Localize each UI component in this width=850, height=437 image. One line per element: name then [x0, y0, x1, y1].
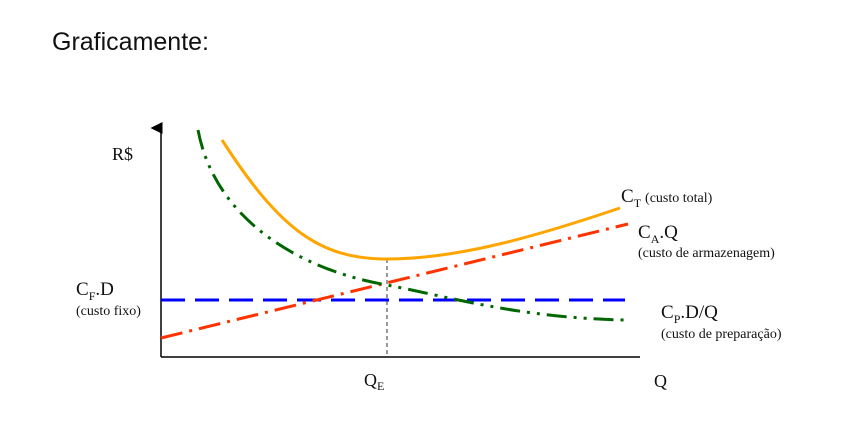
storage-cost-label: CA.Q [638, 222, 678, 246]
fixed-cost-desc: (custo fixo) [76, 304, 141, 319]
setup-cost-desc: (custo de preparação) [661, 327, 782, 342]
y-axis-label: R$ [112, 144, 133, 164]
total-cost-curve [220, 139, 621, 261]
storage-cost-line [160, 222, 629, 340]
total-cost-label: CT (custo total) [621, 186, 713, 210]
fixed-cost-label: CF.D [76, 279, 114, 303]
setup-cost-label: CP.D/Q [661, 302, 718, 326]
setup-cost-curve [196, 129, 626, 322]
optimum-label: QE [364, 370, 384, 393]
storage-cost-desc: (custo de armazenagem) [638, 246, 775, 261]
page-title: Graficamente: [52, 28, 210, 56]
x-axis-label: Q [654, 371, 667, 391]
